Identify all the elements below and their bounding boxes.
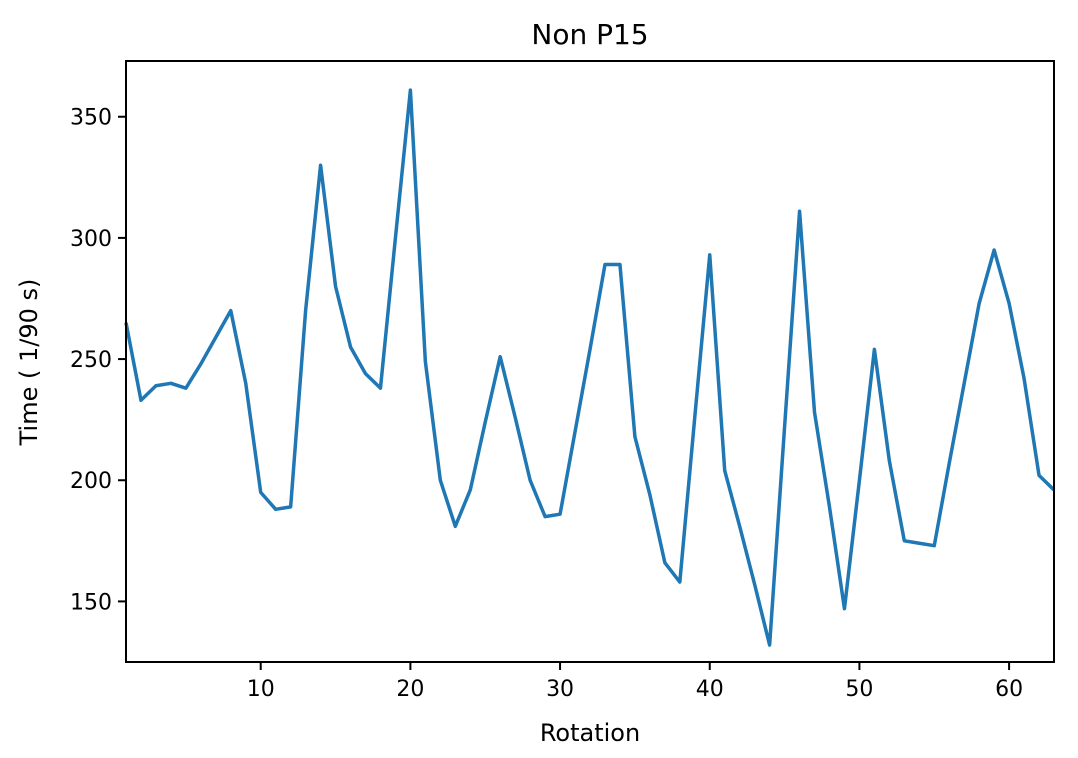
x-tick-label: 60 [995,677,1023,702]
plot-frame [125,60,1055,663]
y-axis-label: Time ( 1/90 s) [15,279,43,447]
y-tick-label: 250 [70,348,112,373]
plot-area [124,60,1056,663]
x-tick-label: 50 [845,677,873,702]
y-tick-label: 150 [70,590,112,615]
y-axis: 150 200 250 300 350 [70,106,126,615]
chart-title: Non P15 [531,18,648,51]
x-tick-label: 30 [546,677,574,702]
series-group [124,88,1056,647]
y-tick-label: 200 [70,469,112,494]
y-tick-label: 300 [70,227,112,252]
x-tick-label: 10 [247,677,275,702]
series-line-0 [124,88,1056,647]
x-tick-label: 40 [696,677,724,702]
y-tick-label: 350 [70,106,112,131]
x-axis-label: Rotation [540,719,640,747]
x-axis: 10 20 30 40 50 60 [247,662,1023,702]
x-tick-label: 20 [396,677,424,702]
